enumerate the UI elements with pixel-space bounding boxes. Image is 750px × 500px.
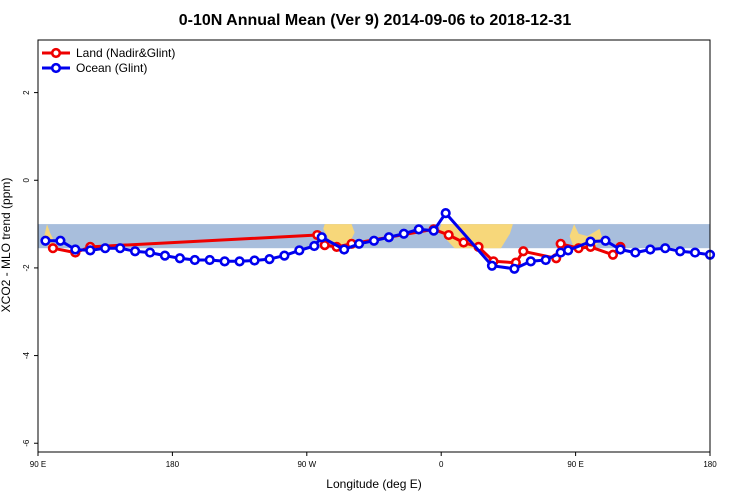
land-area-americas: [323, 224, 355, 249]
x-tick-label: 180: [166, 460, 180, 469]
y-tick-label: 0: [22, 177, 31, 182]
data-point: [518, 246, 529, 257]
data-point: [353, 238, 365, 249]
plot-frame: [37, 39, 711, 453]
x-tick-label: 90 E: [30, 460, 46, 469]
y-tick-label: 2: [22, 90, 31, 95]
data-point: [675, 246, 686, 257]
data-point: [279, 250, 290, 261]
data-point: [294, 245, 305, 256]
data-point: [383, 232, 395, 243]
data-point: [660, 243, 671, 254]
data-point: [563, 245, 574, 256]
data-point: [174, 253, 185, 264]
data-point: [189, 254, 200, 266]
data-point: [689, 247, 701, 258]
y-tick-label: -4: [22, 351, 31, 359]
data-point: [615, 244, 626, 255]
x-tick-label: 90 W: [297, 460, 316, 469]
data-point: [47, 243, 59, 254]
data-point: [319, 240, 330, 251]
x-axis: 90 E 180 90 W 0 90 E 180: [30, 452, 717, 469]
data-point: [70, 244, 81, 255]
x-tick-label: 0: [439, 460, 444, 469]
data-point: [645, 244, 656, 255]
data-point: [443, 229, 454, 241]
y-tick-label: -2: [22, 264, 31, 272]
series-ocean: [40, 208, 716, 274]
data-point: [600, 235, 611, 246]
data-point: [115, 243, 126, 254]
data-point: [100, 243, 111, 254]
data-point: [368, 235, 380, 246]
data-point: [458, 237, 469, 248]
data-point: [585, 236, 596, 247]
x-tick-label: 90 E: [567, 460, 583, 469]
series-group: [40, 208, 716, 274]
chart-title: 0-10N Annual Mean (Ver 9) 2014-09-06 to …: [179, 12, 572, 29]
x-tick-label: 180: [703, 460, 717, 469]
data-point: [204, 254, 215, 266]
legend: Land (Nadir&Glint)Ocean (Glint): [42, 46, 175, 75]
data-point: [413, 224, 424, 235]
data-point: [219, 256, 230, 267]
legend-marker: [50, 62, 62, 74]
data-point: [234, 256, 245, 267]
data-point: [129, 246, 141, 257]
data-point: [486, 260, 498, 271]
y-axis-label: XCO2 - MLO trend (ppm): [0, 178, 13, 313]
x-axis-label: Longitude (deg E): [326, 477, 421, 491]
y-tick-label: -6: [22, 439, 31, 447]
data-point: [540, 254, 551, 266]
data-point: [630, 247, 641, 258]
data-point: [264, 254, 275, 265]
data-point: [40, 235, 51, 246]
data-point: [525, 256, 536, 267]
data-point: [144, 247, 156, 258]
data-point: [55, 235, 66, 246]
data-point: [398, 228, 409, 239]
data-point: [607, 249, 619, 260]
legend-marker: [50, 47, 62, 59]
data-point: [309, 240, 320, 252]
data-point: [440, 208, 451, 219]
data-point: [509, 263, 520, 274]
data-point: [316, 232, 327, 243]
legend-label: Ocean (Glint): [76, 61, 147, 75]
data-point: [555, 238, 566, 249]
legend-label: Land (Nadir&Glint): [76, 46, 175, 60]
data-point: [249, 255, 260, 266]
data-point: [159, 250, 171, 261]
data-point: [339, 244, 350, 255]
y-axis: 2 0 -2 -4 -6: [22, 90, 38, 447]
data-point: [85, 245, 96, 256]
land-area-africa: [439, 224, 513, 249]
data-point: [428, 225, 439, 236]
